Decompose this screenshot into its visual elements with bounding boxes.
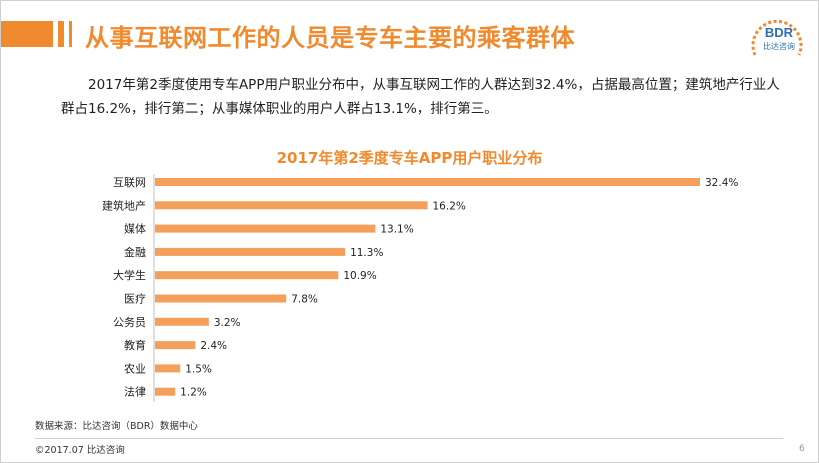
- bar: [155, 271, 339, 280]
- bar: [155, 364, 181, 373]
- bar-chart: 互联网 32.4% 建筑地产 16.2% 媒体 13.1% 金融 11.3% 大学生 10.9% 医…: [102, 174, 738, 402]
- data-label: 3.2%: [214, 317, 241, 329]
- data-label: 16.2%: [433, 200, 466, 212]
- bar: [155, 224, 376, 233]
- data-source: 数据来源：比达咨询（BDR）数据中心: [35, 421, 198, 432]
- data-label: 11.3%: [350, 247, 383, 259]
- bar: [155, 387, 176, 396]
- category-label: 大学生: [113, 268, 146, 282]
- chart-title: 2017年第2季度专车APP用户职业分布: [276, 149, 543, 167]
- bar: [155, 294, 287, 303]
- category-label: 医疗: [124, 292, 146, 306]
- data-label: 2.4%: [200, 340, 227, 352]
- data-label: 1.5%: [185, 363, 212, 375]
- data-label: 13.1%: [380, 224, 413, 236]
- page-number: 6: [799, 444, 805, 454]
- category-label: 建筑地产: [102, 198, 146, 212]
- footer-divider: [35, 438, 783, 439]
- title-accent-bar: [1, 21, 53, 47]
- category-label: 农业: [124, 361, 146, 375]
- bar: [155, 317, 209, 326]
- category-label: 媒体: [124, 222, 146, 236]
- title-accent-bar: [69, 21, 72, 47]
- logo-text: BDR: [764, 25, 794, 40]
- data-label: 7.8%: [291, 294, 318, 306]
- logo-subtext: 比达咨询: [763, 42, 795, 51]
- bdr-logo: BDR 比达咨询: [747, 11, 807, 63]
- data-label: 1.2%: [180, 387, 207, 399]
- category-label: 教育: [124, 338, 146, 352]
- summary-text: 2017年第2季度使用专车APP用户职业分布中，从事互联网工作的人群达到32.4…: [61, 77, 780, 117]
- bar: [155, 178, 700, 186]
- category-label: 法律: [124, 385, 146, 399]
- page-title: 从事互联网工作的人员是专车主要的乘客群体: [85, 24, 575, 52]
- bar: [155, 201, 428, 210]
- bar: [155, 341, 196, 350]
- category-label: 公务员: [113, 316, 146, 329]
- data-label: 32.4%: [705, 177, 738, 189]
- category-label: 金融: [124, 245, 146, 259]
- bar: [155, 247, 346, 256]
- copyright: ©2017.07 比达咨询: [35, 445, 125, 456]
- category-label: 互联网: [113, 176, 146, 189]
- title-accent-bar: [58, 21, 64, 47]
- logo-ring-icon: [751, 19, 803, 56]
- data-label: 10.9%: [343, 270, 376, 282]
